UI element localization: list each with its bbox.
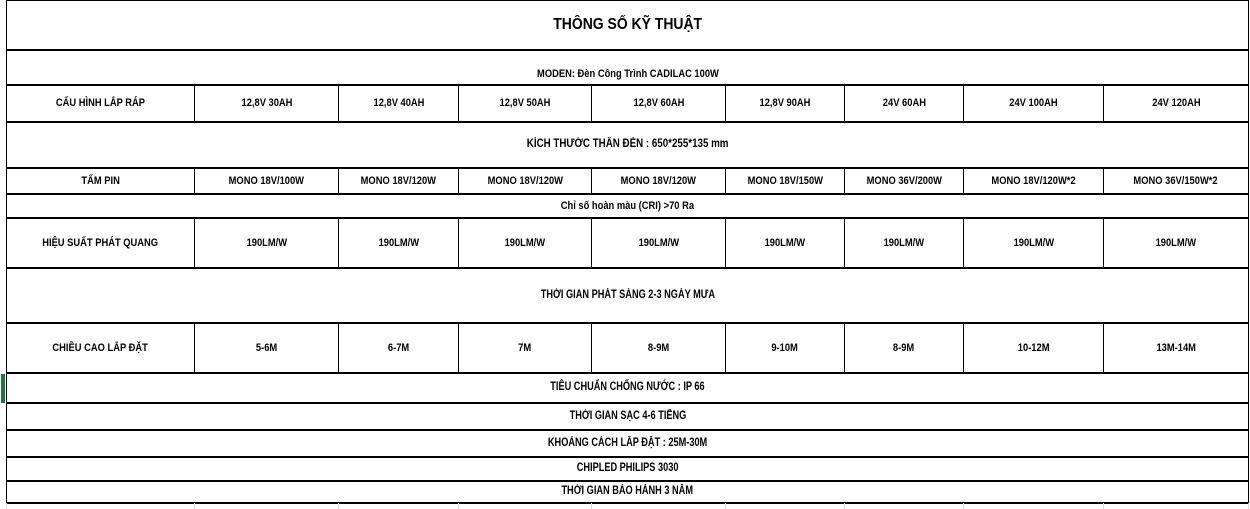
charge-time-label: THỜI GIAN SẠC 4-6 TIẾNG [569,409,686,422]
grid-cell [725,503,844,509]
solar-panel-value-cell[interactable]: MONO 18V/100W [194,169,338,193]
solar-panel-row: TẤM PIN MONO 18V/100W MONO 18V/120W MONO… [7,169,1248,195]
warranty-label: THỜI GIAN BẢO HÀNH 3 NĂM [561,485,694,498]
body-size-label: KÍCH THƯỚC THÂN ĐÈN : 650*255*135 mm [526,138,729,151]
efficacy-value-cell[interactable]: 190LM/W [963,219,1103,267]
chip-label: CHIPLED PHILIPS 3030 [576,462,679,475]
model-row[interactable]: MODEN: Đèn Công Trình CADILAC 100W [7,51,1248,86]
assembly-label-cell[interactable]: CẤU HÌNH LẮP RÁP [55,97,146,109]
assembly-value-cell[interactable]: 24V 100AH [963,86,1103,121]
title-row: THÔNG SỐ KỸ THUẬT [7,1,1248,51]
mount-height-value-cell[interactable]: 9-10M [725,324,844,372]
waterproof-row[interactable]: TIÊU CHUẨN CHỐNG NƯỚC : IP 66 [7,374,1248,404]
assembly-value-cell[interactable]: 12,8V 50AH [458,86,591,121]
solar-panel-value-cell[interactable]: MONO 18V/120W [458,169,591,193]
install-distance-label: KHOẢNG CÁCH LẮP ĐẶT : 25M-30M [547,436,708,449]
grid-cell [963,503,1103,509]
efficacy-value-cell[interactable]: 190LM/W [591,219,725,267]
warranty-row[interactable]: THỜI GIAN BẢO HÀNH 3 NĂM [7,482,1248,504]
assembly-value-cell[interactable]: 12,8V 60AH [591,86,725,121]
efficacy-value-cell[interactable]: 190LM/W [725,219,844,267]
selection-indicator [1,374,5,403]
grid-strip [6,503,1249,509]
solar-panel-label-cell[interactable]: TẤM PIN [81,174,120,187]
solar-panel-value-cell[interactable]: MONO 18V/150W [725,169,844,193]
efficacy-value-cell[interactable]: 190LM/W [338,219,458,267]
grid-cell [7,503,194,509]
efficacy-value-cell[interactable]: 190LM/W [844,219,963,267]
waterproof-label: TIÊU CHUẨN CHỐNG NƯỚC : IP 66 [550,381,705,394]
efficacy-label-cell[interactable]: HIỆU SUẤT PHÁT QUANG [42,236,159,249]
mount-height-row: CHIỀU CAO LẮP ĐẶT 5-6M 6-7M 7M 8-9M 9-10… [7,324,1248,374]
assembly-value-cell[interactable]: 12,8V 90AH [725,86,844,121]
assembly-value-cell[interactable]: 24V 60AH [844,86,963,121]
body-size-row[interactable]: KÍCH THƯỚC THÂN ĐÈN : 650*255*135 mm [7,123,1248,169]
mount-height-value-cell[interactable]: 10-12M [963,324,1103,372]
cri-row[interactable]: Chỉ số hoàn màu (CRI) >70 Ra [7,195,1248,219]
charge-time-row[interactable]: THỜI GIAN SẠC 4-6 TIẾNG [7,404,1248,431]
lighting-duration-label: THỜI GIAN PHÁT SÁNG 2-3 NGÀY MƯA [540,288,715,301]
assembly-value-cell[interactable]: 12,8V 30AH [194,86,338,121]
assembly-value-cell[interactable]: 12,8V 40AH [338,86,458,121]
solar-panel-value-cell[interactable]: MONO 36V/150W*2 [1103,169,1248,193]
solar-panel-value-cell[interactable]: MONO 18V/120W [338,169,458,193]
mount-height-value-cell[interactable]: 13M-14M [1103,324,1248,372]
grid-cell [1103,503,1248,509]
solar-panel-value-cell[interactable]: MONO 18V/120W*2 [963,169,1103,193]
grid-cell [844,503,963,509]
solar-panel-value-cell[interactable]: MONO 18V/120W [591,169,725,193]
cri-label: Chỉ số hoàn màu (CRI) >70 Ra [560,199,695,212]
mount-height-value-cell[interactable]: 5-6M [194,324,338,372]
mount-height-value-cell[interactable]: 8-9M [844,324,963,372]
model-label: MODEN: Đèn Công Trình CADILAC 100W [536,68,719,80]
grid-cell [194,503,338,509]
efficacy-value-cell[interactable]: 190LM/W [194,219,338,267]
grid-cell [591,503,725,509]
luminous-efficacy-row: HIỆU SUẤT PHÁT QUANG 190LM/W 190LM/W 190… [7,219,1248,269]
grid-cell [338,503,458,509]
solar-panel-value-cell[interactable]: MONO 36V/200W [844,169,963,193]
efficacy-value-cell[interactable]: 190LM/W [1103,219,1248,267]
mount-height-value-cell[interactable]: 8-9M [591,324,725,372]
mount-height-value-cell[interactable]: 7M [458,324,591,372]
chip-row[interactable]: CHIPLED PHILIPS 3030 [7,458,1248,482]
lighting-duration-row[interactable]: THỜI GIAN PHÁT SÁNG 2-3 NGÀY MƯA [7,269,1248,324]
efficacy-value-cell[interactable]: 190LM/W [458,219,591,267]
grid-cell [458,503,591,509]
page-title: THÔNG SỐ KỸ THUẬT [553,16,702,34]
assembly-row: CẤU HÌNH LẮP RÁP 12,8V 30AH 12,8V 40AH 1… [7,86,1248,123]
assembly-value-cell[interactable]: 24V 120AH [1103,86,1248,121]
spec-table: THÔNG SỐ KỸ THUẬT MODEN: Đèn Công Trình … [6,0,1249,504]
mount-height-label-cell[interactable]: CHIỀU CAO LẮP ĐẶT [52,341,149,354]
mount-height-value-cell[interactable]: 6-7M [338,324,458,372]
install-distance-row[interactable]: KHOẢNG CÁCH LẮP ĐẶT : 25M-30M [7,431,1248,458]
